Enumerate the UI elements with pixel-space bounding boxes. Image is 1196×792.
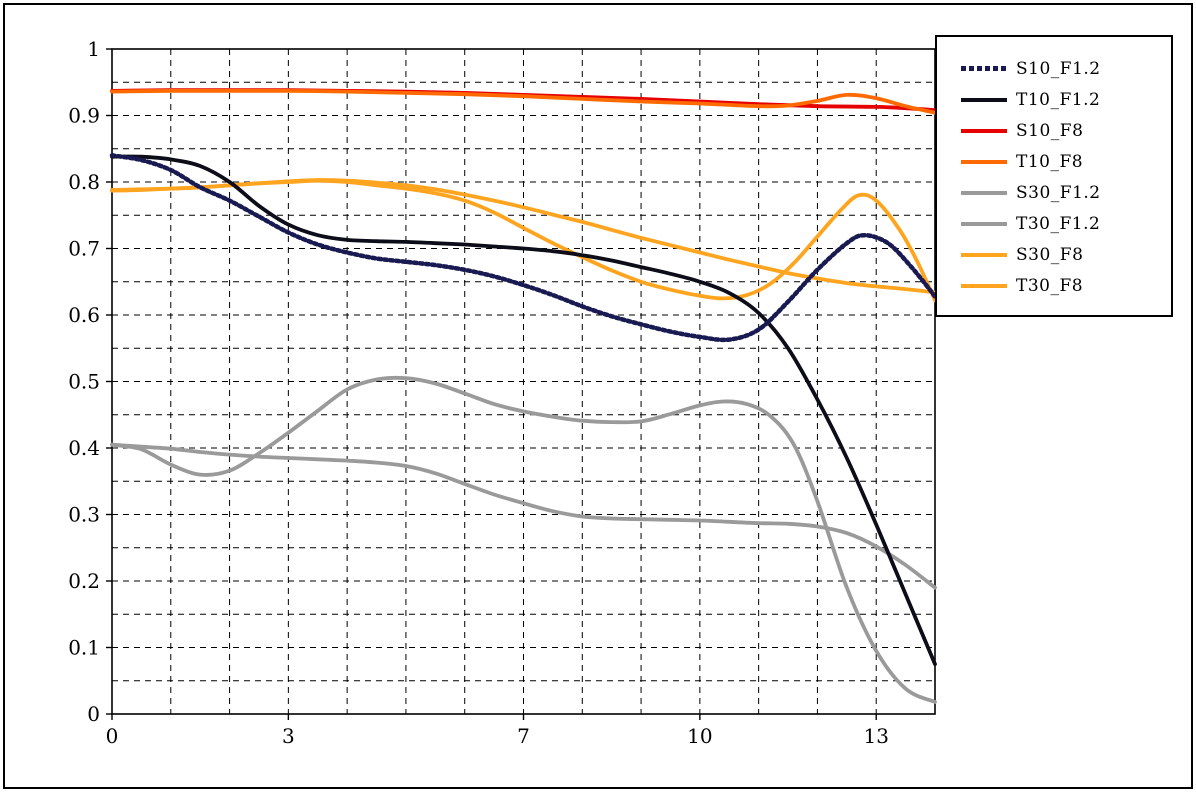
legend-item: T10_F8 [961,146,1171,177]
legend-swatch-t10-f1-2 [961,97,1007,102]
legend-swatch-t10-f8 [961,159,1007,164]
legend-swatch-t30-f8 [961,283,1007,288]
series-line-t10-f1-2 [110,154,937,666]
series-line-s30-f1-2 [110,375,937,704]
series-line-t30-f1-2 [110,442,937,590]
legend-swatch-s10-f8 [961,128,1007,133]
legend-item: S10_F1.2 [961,53,1171,84]
y-tick-label: 0.8 [68,170,100,194]
y-tick-label: 0.7 [68,237,100,261]
y-tick-label: 0.2 [68,569,100,593]
series-line-t30-f8 [110,178,937,303]
y-tick-label: 0.9 [68,104,100,128]
legend-item: T30_F1.2 [961,208,1171,239]
y-tick-label: 0.6 [68,303,100,327]
legend-label: T10_F8 [1016,151,1084,172]
chart-legend: S10_F1.2 T10_F1.2 S10_F8 T10_F8 S30_F1.2… [935,35,1173,317]
x-tick-label: 3 [282,724,295,748]
x-tick-label: 7 [517,724,530,748]
legend-swatch-t30-f1-2 [961,221,1007,226]
legend-item: T30_F8 [961,270,1171,301]
x-tick-label: 10 [687,724,712,748]
series-line-t10-f8 [110,88,937,115]
legend-item: S10_F8 [961,115,1171,146]
legend-swatch-s30-f8 [961,252,1007,257]
legend-item: S30_F8 [961,239,1171,270]
chart-svg: 0 3 7 10 13 0 0.1 0.2 0.3 0.4 0.5 0.6 0.7 0.8 0.9 1 [68,37,938,748]
legend-label: T30_F8 [1016,275,1084,296]
y-tick-label: 0 [87,702,100,726]
y-tick-label: 1 [87,37,100,61]
y-tick-label: 0.3 [68,503,100,527]
y-tick-label: 0.1 [68,636,100,660]
chart-frame: 0 3 7 10 13 0 0.1 0.2 0.3 0.4 0.5 0.6 0.7 0.8 0.9 1 S10… [3,3,1193,789]
legend-label: S30_F8 [1016,244,1084,265]
legend-swatch-s30-f1-2 [961,190,1007,195]
legend-label: T30_F1.2 [1016,213,1101,234]
legend-item: T10_F1.2 [961,84,1171,115]
legend-label: S10_F1.2 [1016,58,1101,79]
legend-item: S30_F1.2 [961,177,1171,208]
y-tick-label: 0.5 [68,370,100,394]
legend-label: T10_F1.2 [1016,89,1101,110]
x-tick-label: 0 [106,724,119,748]
legend-label: S30_F1.2 [1016,182,1101,203]
x-tick-label: 13 [863,724,888,748]
legend-swatch-s10-f1-2 [961,66,1007,71]
chart-area: 0 3 7 10 13 0 0.1 0.2 0.3 0.4 0.5 0.6 0.7 0.8 0.9 1 S10… [5,5,1191,787]
series-line-s10-f1-2 [109,153,938,343]
legend-label: S10_F8 [1016,120,1084,141]
y-tick-label: 0.4 [68,436,100,460]
